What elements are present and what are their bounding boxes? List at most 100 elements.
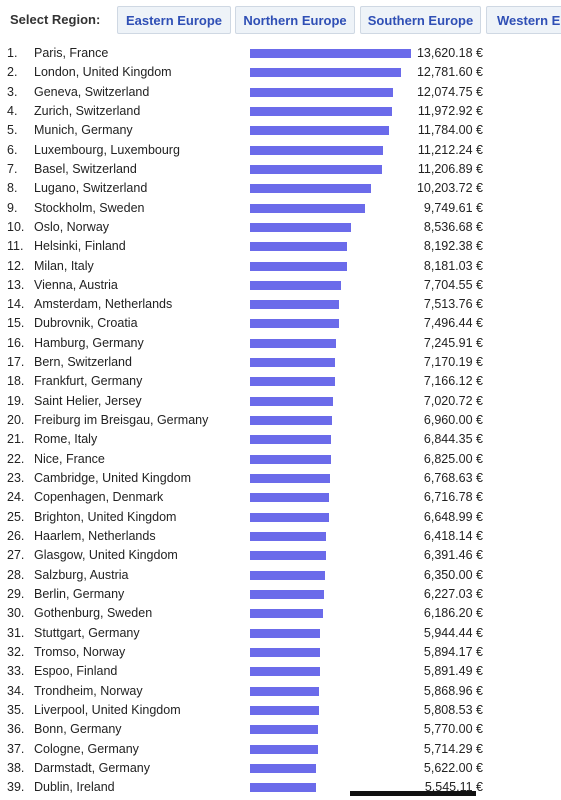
list-row: 30. Gothenburg, Sweden 6,186.20 € [0, 604, 561, 623]
rank: 21. [7, 432, 25, 447]
value-label: 13,620.18 € [416, 46, 483, 60]
bar [250, 667, 320, 677]
list-row: 13. Vienna, Austria 7,704.55 € [0, 276, 561, 295]
rank: 10. [7, 219, 25, 234]
list-row: 7. Basel, Switzerland 11,206.89 € [0, 160, 561, 179]
value-label: 6,648.99 € [423, 509, 483, 524]
rank: 39. [7, 780, 25, 795]
value-label: 8,181.03 € [423, 258, 483, 273]
list-row: 31. Stuttgart, Germany 5,944.44 € [0, 624, 561, 643]
value-label: 6,844.35 € [423, 432, 483, 447]
city: Cologne, Germany [34, 741, 139, 756]
bar [250, 783, 316, 793]
value-label: 7,245.91 € [423, 335, 483, 350]
rank: 26. [7, 529, 25, 543]
rank: 28. [7, 567, 25, 582]
region-tab[interactable]: Southern Europe [360, 6, 481, 34]
value-label: 5,770.00 € [423, 722, 483, 737]
list-row: 28. Salzburg, Austria 6,350.00 € [0, 566, 561, 585]
value-label: 6,391.46 € [423, 548, 483, 563]
city: Berlin, Germany [34, 586, 125, 601]
bar [250, 532, 326, 541]
bar [250, 338, 336, 348]
rank: 18. [7, 374, 25, 389]
value-label: 6,227.03 € [423, 586, 483, 601]
bar [250, 242, 347, 252]
list-row: 29. Berlin, Germany 6,227.03 € [0, 585, 561, 604]
bar [250, 763, 317, 773]
rank: 8. [7, 181, 18, 196]
value-label: 7,496.44 € [423, 316, 483, 331]
city: Paris, France [34, 46, 109, 60]
value-label: 5,868.96 € [423, 683, 483, 698]
list-row: 5. Munich, Germany 11,784.00 € [0, 121, 561, 140]
value-label: 5,808.53 € [423, 702, 483, 717]
list-row: 36. Bonn, Germany 5,770.00 € [0, 720, 561, 739]
rank: 38. [7, 760, 25, 775]
list-row: 9. Stockholm, Sweden 9,749.61 € [0, 199, 561, 218]
bar [250, 725, 319, 735]
bar [250, 454, 331, 464]
bar [250, 628, 321, 638]
bar [250, 493, 330, 503]
city: Amsterdam, Netherlands [34, 297, 173, 312]
bar [250, 589, 324, 599]
region-tab[interactable]: Eastern Europe [117, 6, 231, 34]
value-label: 9,749.61 € [423, 200, 483, 215]
list-row: 20. Freiburg im Breisgau, Germany 6,960.00… [0, 411, 561, 430]
bar [250, 126, 390, 136]
bar [250, 68, 402, 78]
list-row: 37. Cologne, Germany 5,714.29 € [0, 740, 561, 759]
list-row: 27. Glasgow, United Kingdom 6,391.46 € [0, 546, 561, 565]
region-tab[interactable]: Western Europe [486, 6, 561, 34]
city: London, United Kingdom [34, 65, 172, 80]
value-label: 7,513.76 € [423, 297, 483, 312]
value-label: 6,768.63 € [423, 471, 483, 486]
city: Basel, Switzerland [34, 161, 137, 176]
list-row: 10. Oslo, Norway 8,536.68 € [0, 218, 561, 237]
rank: 35. [7, 702, 25, 717]
rank: 19. [7, 393, 25, 408]
bar [250, 744, 318, 754]
city: Dubrovnik, Croatia [34, 316, 138, 331]
list-row: 38. Darmstadt, Germany 5,622.00 € [0, 759, 561, 778]
rank: 4. [7, 103, 18, 118]
city: Cambridge, United Kingdom [34, 471, 192, 486]
bar [250, 87, 393, 97]
city: Salzburg, Austria [34, 567, 129, 582]
value-label: 5,622.00 € [423, 760, 483, 775]
list-row: 19. Saint Helier, Jersey 7,020.72 € [0, 392, 561, 411]
value-label: 6,716.78 € [423, 490, 483, 505]
value-label: 8,536.68 € [423, 219, 483, 234]
bar [250, 280, 342, 290]
value-label: 5,891.49 € [423, 664, 483, 679]
rank: 29. [7, 586, 25, 601]
region-tab[interactable]: Northern Europe [235, 6, 355, 34]
city: Dublin, Ireland [34, 780, 115, 795]
city: Vienna, Austria [34, 277, 118, 292]
city: Glasgow, United Kingdom [34, 548, 178, 563]
rank: 30. [7, 606, 25, 621]
value-label: 7,166.12 € [423, 374, 483, 389]
value-label: 12,781.60 € [416, 65, 483, 80]
list-row: 12. Milan, Italy 8,181.03 € [0, 257, 561, 276]
city: Stuttgart, Germany [34, 625, 140, 640]
rank: 33. [7, 664, 25, 679]
rank: 25. [7, 509, 25, 524]
value-label: 5,714.29 € [423, 741, 483, 756]
bar [250, 145, 383, 155]
city: Stockholm, Sweden [34, 200, 145, 215]
bar [250, 358, 335, 368]
city: Milan, Italy [34, 258, 94, 273]
list-row: 15. Dubrovnik, Croatia 7,496.44 € [0, 314, 561, 333]
list-row: 35. Liverpool, United Kingdom 5,808.53 € [0, 701, 561, 720]
list-row: 1. Paris, France 13,620.18 € [0, 44, 561, 63]
bar [250, 222, 351, 232]
bar [250, 261, 347, 271]
bar [250, 551, 326, 561]
list-row: 24. Copenhagen, Denmark 6,716.78 € [0, 488, 561, 507]
rank: 1. [7, 46, 18, 60]
value-label: 11,972.92 € [417, 103, 483, 118]
bar [250, 377, 335, 387]
list-row: 18. Frankfurt, Germany 7,166.12 € [0, 372, 561, 391]
